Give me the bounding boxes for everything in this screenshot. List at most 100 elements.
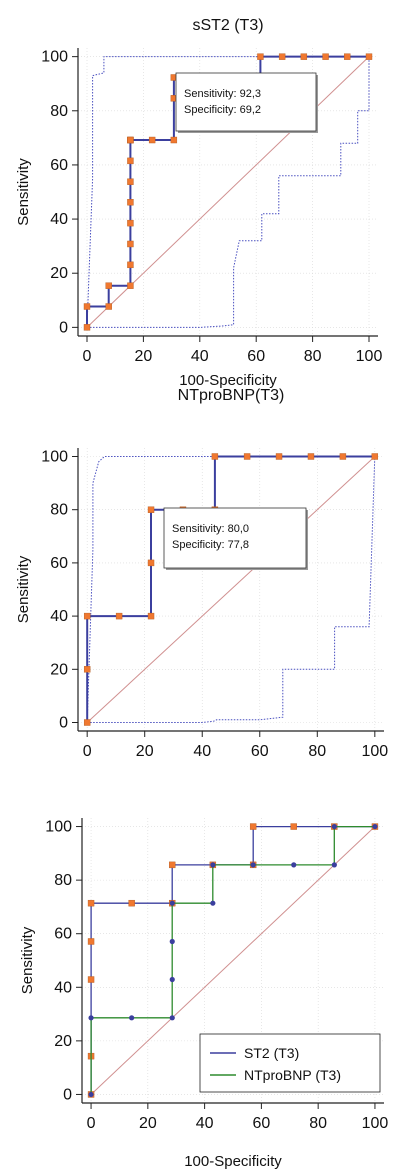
chart3-x-tick-label: 0 (87, 1115, 96, 1132)
chart3-series-1-point (128, 899, 135, 907)
chart2-series-1-point (83, 666, 91, 673)
chart2-series-1-point (371, 453, 379, 460)
chart3-y-tick-label: 60 (54, 926, 72, 943)
chart1-x-tick-label: 20 (135, 348, 153, 365)
chart1-y-tick-label: 0 (59, 319, 68, 336)
chart3-series-1-point (87, 976, 95, 983)
chart2-ci-upper-band (86, 456, 375, 723)
chart1-series-1-point (170, 136, 178, 144)
chart1-annotation-specificity: Specificity: 69,2 (184, 104, 261, 116)
chart1-series-1-point (127, 282, 134, 289)
chart1-y-tick-label: 40 (50, 211, 68, 228)
chart3-series-2-point (169, 1015, 175, 1021)
chart3-y-tick-label: 0 (63, 1086, 72, 1103)
chart1-series-1-point (127, 178, 134, 185)
chart3-series-2-point (331, 862, 337, 868)
chart3-series-2-point (210, 900, 216, 906)
chart1-series-1-point (127, 219, 134, 227)
chart2-series-1-point (83, 719, 91, 726)
chart3-y-axis-label: Sensitivity (19, 926, 36, 994)
chart2-series-1-point (243, 453, 251, 460)
chart1-series-1-point (127, 157, 134, 165)
chart3-series-1-point (169, 861, 176, 869)
chart2-series-1-point (275, 453, 283, 460)
chart3-series-1-point (249, 823, 257, 830)
chart2-annotation-sensitivity: Sensitivity: 80,0 (172, 523, 249, 535)
chart1-ci-upper-band (86, 56, 369, 328)
chart3-series-1-point (290, 823, 297, 830)
chart3-reference-diagonal (90, 826, 376, 1095)
chart3-x-tick-label: 20 (139, 1115, 157, 1132)
chart3-series-1-point (87, 899, 95, 907)
chart1-series-1-point (148, 136, 156, 144)
chart3-series-2-point (169, 976, 175, 983)
chart3-series-2-point (291, 862, 297, 868)
chart3-series-2-point (129, 1015, 135, 1021)
chart2-series-1-point (211, 453, 219, 460)
chart2-series-1-point (147, 506, 155, 513)
chart1-x-tick-label: 80 (304, 348, 322, 365)
chart1-y-tick-label: 60 (50, 157, 68, 174)
chart3-series-2-point (372, 823, 378, 830)
chart3-legend-label-1: ST2 (T3) (244, 1045, 299, 1061)
chart3-x-tick-label: 60 (252, 1115, 270, 1132)
chart2-series-1-point (115, 612, 123, 620)
chart1-series-1-point (322, 53, 329, 60)
chart1-series-1-point (278, 53, 286, 60)
chart3-x-axis-label: 100-Specificity (184, 1153, 282, 1170)
chart1-annotation-box (175, 72, 317, 132)
chart2-x-tick-label: 0 (83, 743, 92, 760)
chart1-x-tick-label: 60 (247, 348, 265, 365)
chart2-series-1-point (83, 612, 91, 620)
chart1-series-1-point (300, 53, 308, 60)
chart1-series-1-line (86, 55, 369, 328)
chart3-series-1-point (87, 938, 95, 945)
chart2-series-1-point (339, 453, 347, 460)
chart2-title: NTproBNP(T3) (178, 387, 285, 404)
chart1-series-1-point (105, 282, 112, 289)
chart2-reference-diagonal (86, 456, 376, 723)
chart2-y-tick-label: 0 (59, 715, 68, 732)
chart3-legend (199, 1033, 381, 1093)
chart1-series-1-point (127, 199, 134, 206)
chart3-x-tick-label: 80 (309, 1115, 327, 1132)
chart2-x-tick-label: 100 (361, 743, 388, 760)
chart2-series-1-point (307, 453, 315, 460)
chart2-y-tick-label: 40 (50, 608, 68, 625)
chart2-series-1-point (147, 612, 155, 620)
chart3-series-2-line (90, 825, 375, 1095)
chart2-y-axis-label: Sensitivity (15, 555, 32, 623)
chart3-series-1-line (90, 825, 375, 1095)
chart3-series-2-point (210, 862, 216, 868)
chart1-series-1-point (105, 303, 112, 310)
chart1-series-1-point (257, 53, 264, 60)
chart2-ci-lower-band (87, 456, 376, 723)
chart2-y-tick-label: 80 (50, 502, 68, 519)
chart1-series-1-point (83, 303, 91, 310)
chart3-y-tick-label: 80 (54, 872, 72, 889)
chart2-x-tick-label: 40 (193, 743, 211, 760)
chart1-series-1-point (83, 324, 91, 331)
chart2-series-1-point (147, 559, 155, 567)
chart1-series-1-point (344, 53, 351, 60)
chart1-series-1-point (127, 261, 134, 269)
chart1-series-1-point (127, 240, 134, 248)
chart3-x-tick-label: 40 (196, 1115, 214, 1132)
chart3-series-2-point (88, 1091, 94, 1098)
chart2-y-tick-label: 60 (50, 555, 68, 572)
chart1-y-tick-label: 100 (41, 49, 68, 66)
chart1-annotation-sensitivity: Sensitivity: 92,3 (184, 88, 261, 100)
chart1-series-1-point (365, 53, 373, 60)
chart1-x-axis-label: 100-Specificity (179, 372, 277, 389)
chart1-reference-diagonal (86, 56, 370, 328)
chart1-ci-lower-band (87, 56, 370, 328)
chart3-series-2-point (250, 862, 256, 868)
chart2-x-tick-label: 20 (136, 743, 154, 760)
chart1-y-tick-label: 80 (50, 103, 68, 120)
chart3-y-tick-label: 100 (45, 819, 72, 836)
chart3-series-2-point (331, 823, 337, 830)
chart1-x-tick-label: 100 (356, 348, 383, 365)
chart3-x-tick-label: 100 (362, 1115, 389, 1132)
chart1-y-axis-label: Sensitivity (15, 158, 32, 226)
